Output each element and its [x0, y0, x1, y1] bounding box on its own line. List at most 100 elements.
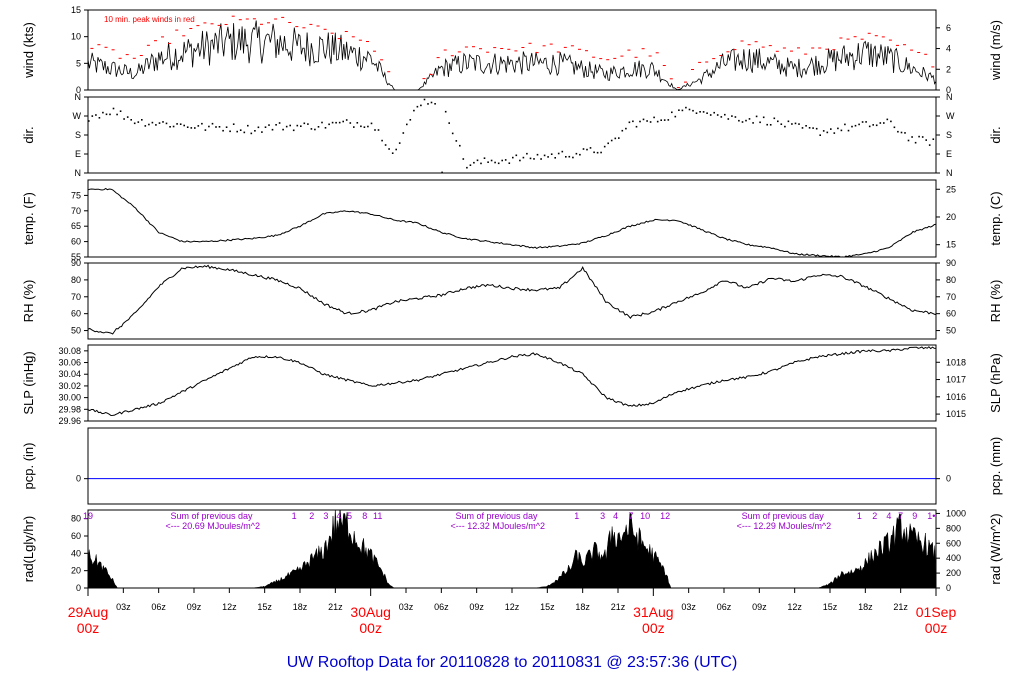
dir-point [307, 123, 309, 125]
rad-plot [88, 510, 936, 588]
wind-peak-point [620, 55, 624, 57]
temp-left-tick-label: 70 [71, 206, 81, 216]
dir-point [413, 109, 415, 112]
wind-peak-point [486, 51, 490, 53]
dir-point [278, 122, 281, 124]
wind-peak-point [436, 57, 440, 59]
wind-peak-point [860, 38, 864, 40]
time-axis: 03z 06z 09z 12z 15z 18z 21z 03z 06z 09z 12z 15z 18z 2… [68, 588, 956, 636]
dir-point [338, 121, 341, 124]
rh-left-tick-label: 50 [71, 326, 81, 336]
wind-peak-point [358, 39, 362, 41]
wind-peak-point [740, 40, 744, 42]
slp-left-tick-label: 30.00 [58, 393, 81, 403]
dir-right-tick-label: W [946, 111, 955, 121]
slp-left-tick-label: 30.04 [58, 369, 81, 379]
wind-peak-point [754, 41, 758, 43]
dir-point [317, 126, 320, 128]
dir-point [618, 137, 620, 139]
pcp-frame [87, 427, 937, 505]
temp-series-line [88, 187, 936, 257]
rad-sum-label: Sum of previous day [455, 511, 538, 521]
wind-peak-point [585, 50, 588, 52]
x-tick-label: 03z [399, 602, 414, 612]
pcp-left-tick-label: 0 [76, 474, 81, 484]
rh-plot [88, 264, 936, 335]
rad-hour-label: 1 [857, 511, 862, 521]
dir-point [801, 127, 804, 129]
dir-point [593, 151, 595, 154]
wind-peak-point [599, 58, 603, 60]
dir-point [872, 124, 874, 126]
wind-peak-point [146, 44, 150, 46]
dir-point [292, 129, 295, 132]
wind-left-tick-label: 15 [71, 5, 81, 15]
wind-peak-point [606, 59, 610, 61]
dir-point [197, 125, 200, 127]
wind-peak-point [139, 55, 143, 56]
wind-peak-point [627, 49, 631, 51]
wind-peak-point [684, 81, 687, 83]
dir-point [406, 123, 408, 126]
dir-point [201, 122, 203, 125]
dir-point [314, 128, 316, 131]
dir-point [497, 162, 500, 165]
wind-peak-point [641, 48, 645, 50]
wind-peak-point [125, 54, 129, 56]
dir-point [875, 124, 878, 127]
dir-point [91, 115, 94, 117]
dir-point [883, 122, 885, 124]
x-tick-label: 06z [434, 602, 449, 612]
dir-point [738, 119, 740, 122]
rh-ylabel-left: RH (%) [21, 280, 36, 323]
dir-right-tick-label: N [946, 92, 953, 102]
x-tick-label: 15z [823, 602, 838, 612]
dir-point [819, 134, 821, 136]
wind-peak-point [556, 51, 560, 53]
dir-point [632, 120, 634, 123]
dir-point [614, 137, 617, 140]
wind-peak-point [634, 56, 638, 58]
dir-point [550, 153, 553, 155]
dir-point [487, 161, 489, 163]
wind-peak-point [168, 42, 172, 44]
x-tick-label: 12z [787, 602, 802, 612]
dir-point [671, 111, 673, 114]
dir-point [172, 125, 175, 128]
rad-hour-label: 2 [872, 511, 877, 521]
dir-point [621, 129, 624, 132]
dir-point [133, 122, 136, 125]
dir-point [695, 112, 698, 114]
dir-point [247, 124, 249, 127]
dir-point [724, 113, 726, 116]
dir-point [342, 120, 344, 123]
wind-peak-point [719, 55, 723, 56]
rh-right-tick-label: 90 [946, 258, 956, 268]
rh-right-tick-label: 80 [946, 275, 956, 285]
dir-point [331, 121, 334, 124]
slp-right-tick-label: 1018 [946, 357, 966, 367]
wind-peak-point [747, 44, 751, 46]
wind-peak-point [648, 55, 652, 57]
dir-point [642, 118, 645, 121]
dir-point [674, 115, 677, 118]
wind-peak-point [366, 41, 369, 42]
rh-frame [87, 262, 937, 340]
wind-peak-point [676, 87, 680, 89]
dir-point [254, 130, 256, 132]
wind-peak-point [373, 50, 376, 52]
dir-point [921, 136, 924, 138]
dir-point [476, 159, 479, 162]
wind-peak-point [217, 24, 221, 26]
dir-point [448, 122, 450, 124]
temp-right-tick-label: 20 [946, 212, 956, 222]
rh-left-tick-label: 90 [71, 258, 81, 268]
rad-hour-label: 4 [613, 511, 618, 521]
rad-sum-label: Sum of previous day [742, 511, 825, 521]
x-tick-label: 12z [222, 602, 237, 612]
x-tick-label: 06z [717, 602, 732, 612]
dir-point [261, 131, 263, 133]
dir-point [755, 115, 758, 118]
dir-point [649, 121, 652, 123]
slp-left-tick-label: 29.98 [58, 404, 81, 414]
